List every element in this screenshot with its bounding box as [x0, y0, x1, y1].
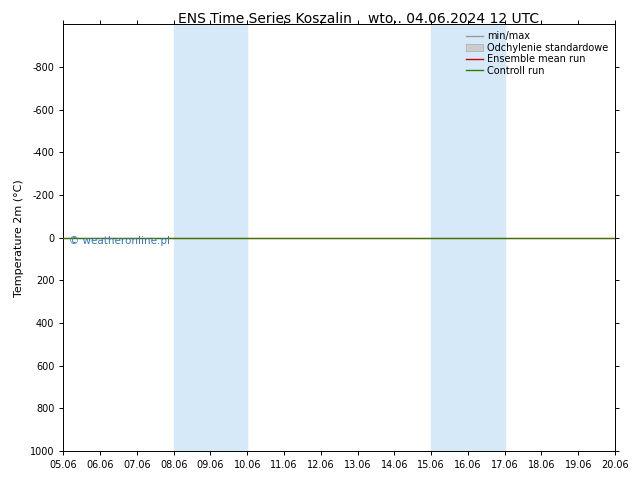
- Text: wto.. 04.06.2024 12 UTC: wto.. 04.06.2024 12 UTC: [368, 12, 539, 26]
- Legend: min/max, Odchylenie standardowe, Ensemble mean run, Controll run: min/max, Odchylenie standardowe, Ensembl…: [463, 29, 610, 77]
- Text: © weatheronline.pl: © weatheronline.pl: [69, 236, 170, 245]
- Bar: [174, 24, 247, 451]
- Y-axis label: Temperature 2m (°C): Temperature 2m (°C): [15, 179, 24, 296]
- Text: ENS Time Series Koszalin: ENS Time Series Koszalin: [178, 12, 351, 26]
- Bar: [431, 24, 505, 451]
